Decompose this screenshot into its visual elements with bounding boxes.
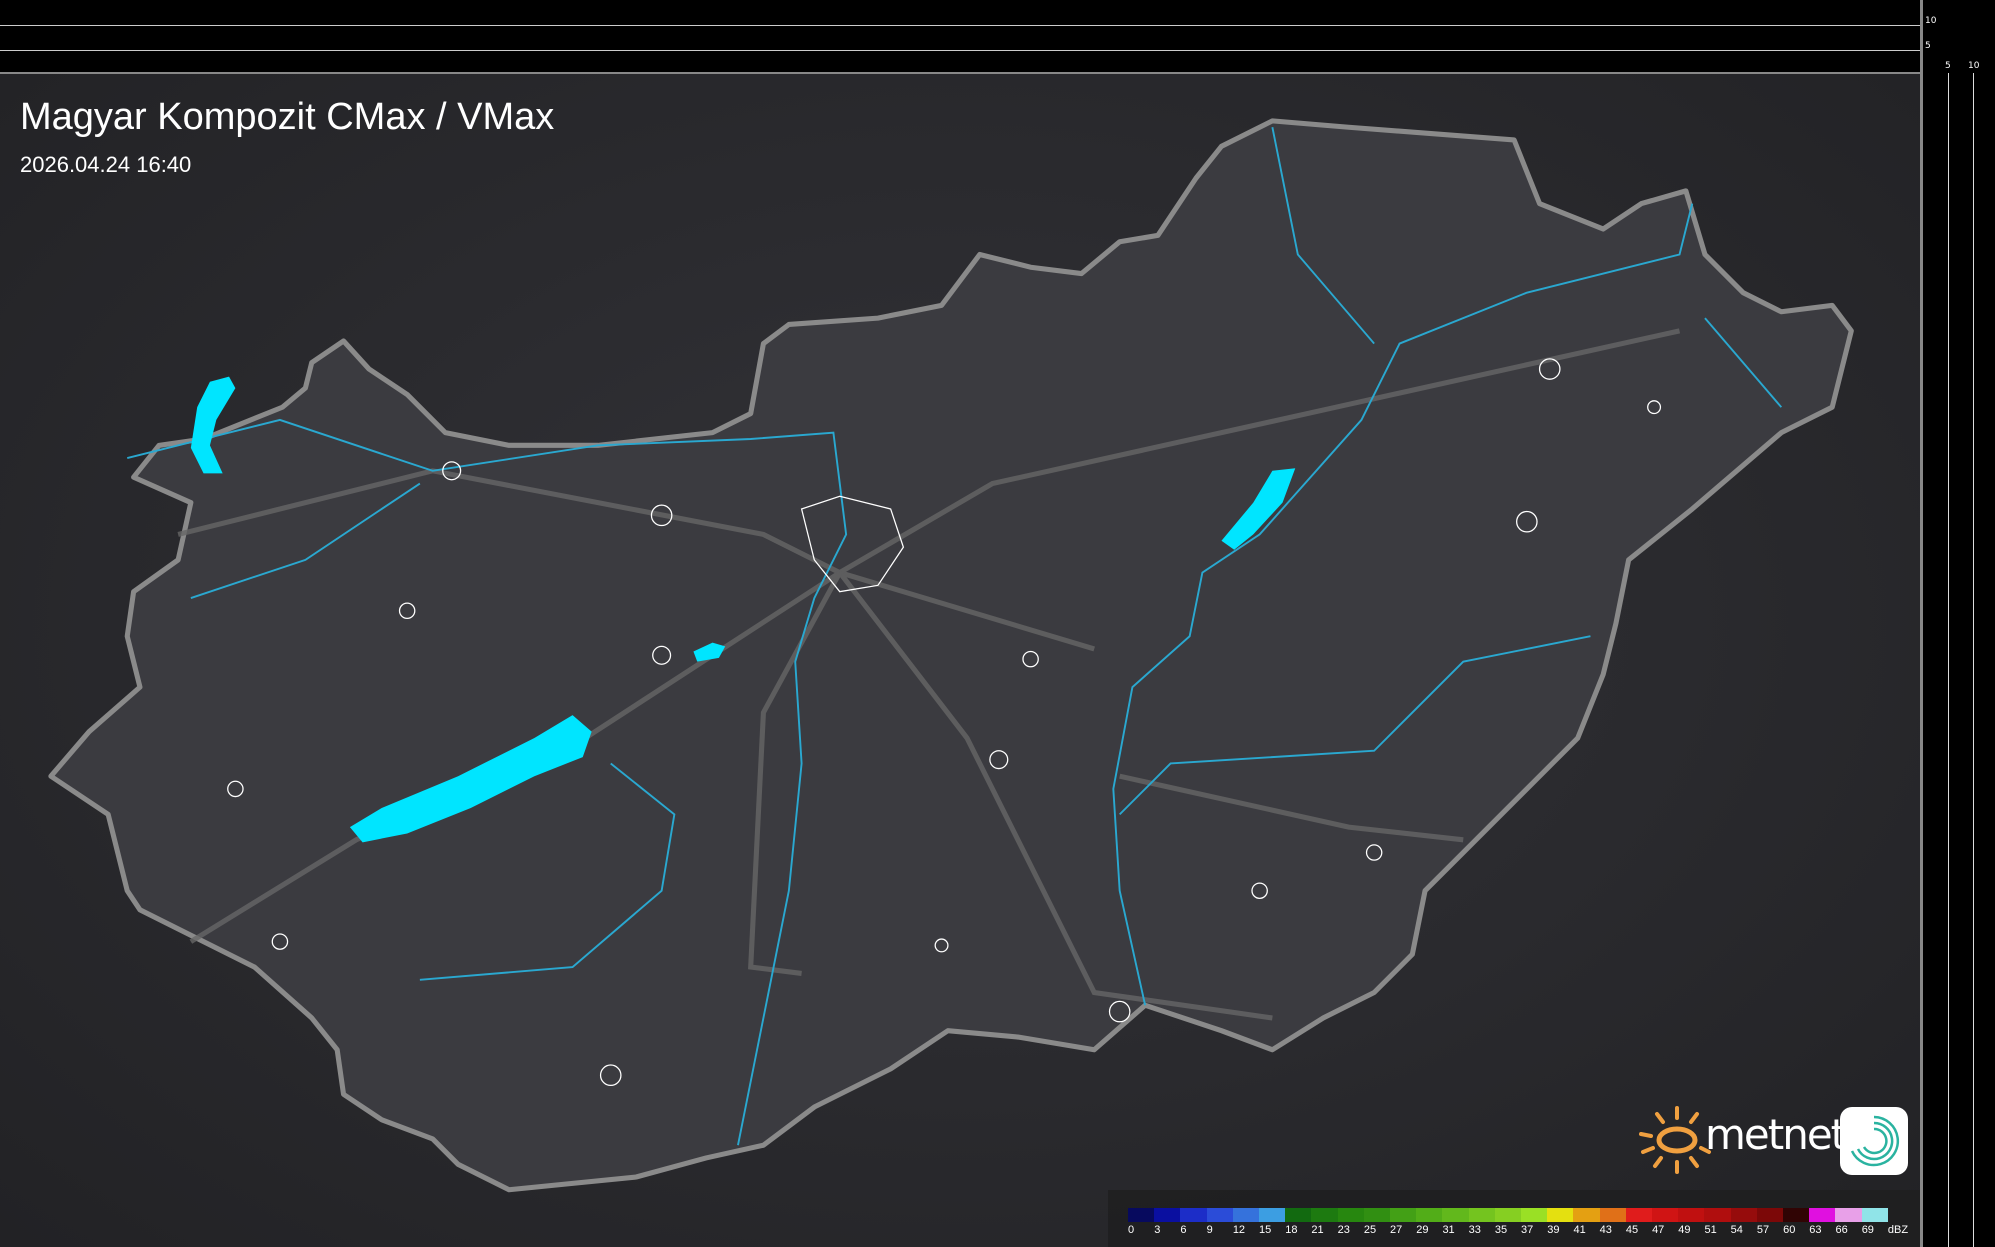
legend-label: 9 (1206, 1224, 1213, 1236)
legend-swatch (1704, 1208, 1731, 1222)
legend-label: 12 (1232, 1224, 1246, 1236)
legend-swatch (1494, 1208, 1522, 1222)
legend-label: 29 (1416, 1224, 1429, 1236)
metnet-wordmark: metnet (1705, 1110, 1847, 1159)
legend-swatch (1337, 1208, 1364, 1222)
hungary-map[interactable] (0, 0, 1920, 1247)
legend-label: 18 (1285, 1224, 1298, 1236)
tick-h-5: 5 (1945, 61, 1951, 71)
legend-swatch (1180, 1208, 1207, 1222)
country-outline (48, 118, 1854, 1193)
lakes (190, 376, 1296, 843)
scale-vline-5 (1948, 73, 1949, 1247)
legend-label: 21 (1311, 1224, 1324, 1236)
legend-swatch (1835, 1208, 1862, 1222)
legend-label: 41 (1573, 1224, 1586, 1236)
lake-tisza (1221, 468, 1296, 550)
scale-baseline (0, 72, 1995, 74)
legend-swatch (1678, 1208, 1705, 1222)
lake-ferto (190, 376, 236, 474)
dbz-color-legend: 0 3 6 9 12 15 18 21 23 25 27 29 31 33 35 37 39 41 43 45 47 49… (1108, 1190, 1920, 1247)
scale-line-10 (0, 25, 1920, 26)
legend-label: 60 (1783, 1224, 1796, 1236)
lake-velence (693, 642, 726, 662)
legend-label: 51 (1704, 1224, 1717, 1236)
legend-swatch (1442, 1208, 1469, 1222)
legend-swatch (1259, 1208, 1286, 1222)
app-swirl-icon (1840, 1107, 1908, 1175)
tick-h-10: 10 (1968, 61, 1980, 71)
scale-line-5 (0, 50, 1920, 51)
legend-swatch (1547, 1208, 1574, 1222)
legend-swatch (1521, 1208, 1548, 1222)
legend-swatch (1573, 1208, 1600, 1222)
tick-v-5: 5 (1925, 41, 1931, 51)
legend-swatch (1652, 1208, 1679, 1222)
legend-label: 66 (1835, 1224, 1848, 1236)
legend-label: 37 (1521, 1224, 1534, 1236)
legend-swatch (1599, 1208, 1626, 1222)
legend-label: 63 (1809, 1224, 1822, 1236)
top-scale-band (0, 0, 1995, 74)
legend-swatch (1416, 1208, 1443, 1222)
legend-label: 6 (1180, 1224, 1187, 1236)
legend-label: 49 (1678, 1224, 1691, 1236)
legend-label: 27 (1390, 1224, 1403, 1236)
legend-color-bar (1128, 1208, 1888, 1222)
legend-label: 0 (1128, 1224, 1135, 1236)
legend-label: 15 (1259, 1224, 1272, 1236)
legend-swatch (1756, 1208, 1784, 1222)
rivers (127, 127, 1783, 1146)
map-title: Magyar Kompozit CMax / VMax (20, 96, 555, 138)
legend-label: 33 (1468, 1224, 1481, 1236)
legend-swatch (1730, 1208, 1757, 1222)
legend-label: 23 (1337, 1224, 1350, 1236)
legend-swatch (1154, 1208, 1181, 1222)
city-outlines (227, 358, 1662, 1087)
legend-labels: 0 3 6 9 12 15 18 21 23 25 27 29 31 33 35 37 39 41 43 45 47 49… (1128, 1224, 1908, 1236)
legend-swatch (1625, 1208, 1653, 1222)
legend-label: 39 (1547, 1224, 1560, 1236)
legend-swatch (1809, 1208, 1836, 1222)
roads (177, 328, 1681, 1021)
lake-balaton (349, 715, 592, 843)
legend-swatch (1363, 1208, 1391, 1222)
tick-v-10: 10 (1925, 16, 1937, 26)
legend-swatch (1390, 1208, 1417, 1222)
legend-swatch (1861, 1208, 1888, 1222)
legend-unit: dBZ (1887, 1224, 1909, 1236)
legend-swatch (1311, 1208, 1338, 1222)
legend-swatch (1232, 1208, 1260, 1222)
legend-swatch (1468, 1208, 1495, 1222)
legend-label: 57 (1756, 1224, 1770, 1236)
legend-swatch (1206, 1208, 1233, 1222)
legend-label: 45 (1625, 1224, 1639, 1236)
legend-label: 31 (1442, 1224, 1455, 1236)
sun-icon (1639, 1106, 1711, 1174)
legend-swatch (1128, 1208, 1155, 1222)
legend-label: 47 (1652, 1224, 1665, 1236)
legend-label: 25 (1363, 1224, 1377, 1236)
right-scale-panel: 10 5 5 10 (1920, 0, 1995, 1247)
legend-label: 69 (1861, 1224, 1874, 1236)
legend-swatch (1285, 1208, 1312, 1222)
legend-label: 54 (1730, 1224, 1743, 1236)
map-timestamp: 2026.04.24 16:40 (20, 152, 192, 177)
legend-label: 35 (1494, 1224, 1508, 1236)
legend-label: 43 (1599, 1224, 1612, 1236)
scale-vline-10 (1973, 73, 1974, 1247)
legend-swatch (1783, 1208, 1810, 1222)
metnet-logo: metnet (1635, 1100, 1910, 1180)
legend-label: 3 (1154, 1224, 1161, 1236)
